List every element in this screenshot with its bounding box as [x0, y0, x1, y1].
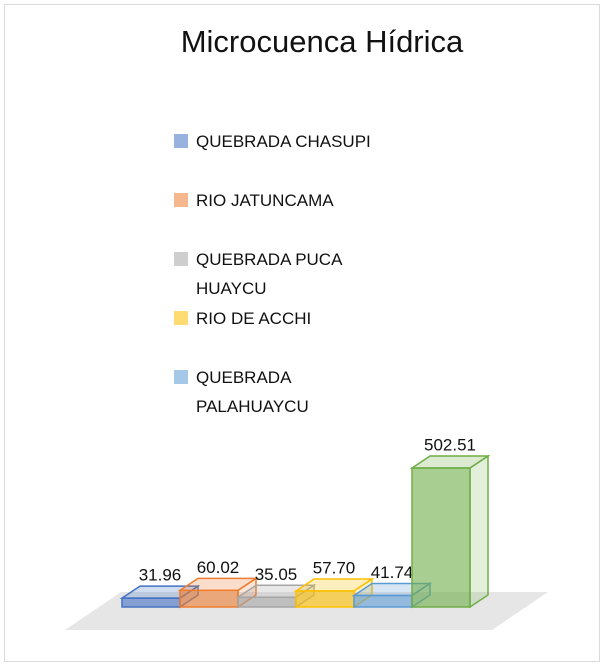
data-label: 57.70 — [313, 559, 356, 578]
legend-swatch — [174, 252, 188, 266]
legend-swatch — [174, 311, 188, 325]
bar — [353, 594, 413, 608]
legend-label: RIO JATUNCAMA — [196, 191, 334, 210]
chart-title: Microcuenca Hídrica — [181, 24, 464, 59]
legend-label: QUEBRADA PALAHUAYCU — [196, 368, 309, 416]
bar — [237, 596, 297, 608]
bar — [411, 467, 471, 608]
legend-swatch — [174, 134, 188, 148]
data-label: 35.05 — [255, 565, 298, 584]
legend-label: QUEBRADA CHASUPI — [196, 132, 371, 151]
legend-label: RIO DE ACCHI — [196, 309, 312, 328]
legend-label: QUEBRADA PUCA HUAYCU — [196, 250, 342, 298]
data-label: 41.74 — [371, 563, 414, 582]
chart-frame — [4, 4, 600, 662]
bar — [295, 590, 355, 608]
legend-swatch — [174, 370, 188, 384]
bar — [121, 597, 181, 608]
data-label: 502.51 — [424, 435, 476, 454]
bar — [179, 589, 239, 608]
data-label: 31.96 — [139, 566, 182, 585]
bar-side — [469, 454, 489, 609]
legend-swatch — [174, 193, 188, 207]
data-label: 60.02 — [197, 558, 240, 577]
